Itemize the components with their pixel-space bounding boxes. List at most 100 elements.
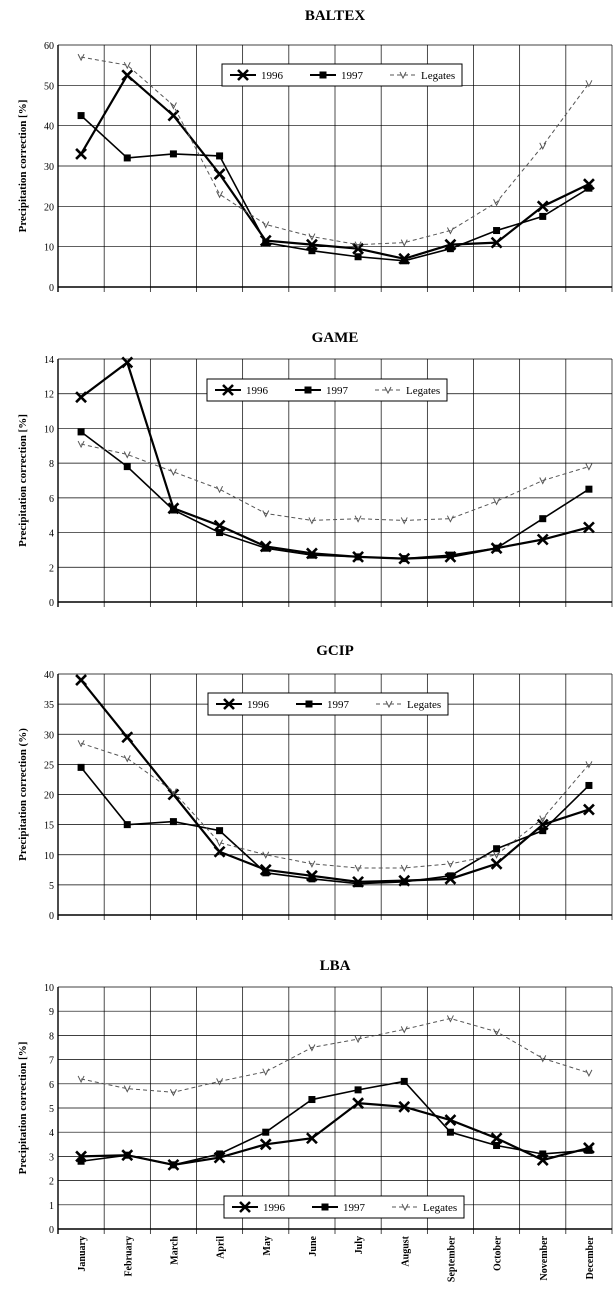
data-point	[493, 544, 501, 552]
data-point	[446, 872, 454, 880]
series-legates	[77, 1015, 593, 1097]
x-tick-label-month: June	[308, 1235, 319, 1256]
series-line	[80, 766, 590, 885]
y-tick-label: 5	[49, 881, 54, 892]
x-tick-label-month: November	[539, 1235, 550, 1280]
data-point	[398, 1100, 411, 1113]
data-point	[446, 1128, 454, 1136]
y-tick-label: 35	[44, 700, 54, 711]
data-point	[77, 112, 85, 120]
legend-marker	[399, 71, 407, 80]
y-tick-label: 20	[44, 791, 54, 802]
data-point	[77, 740, 85, 748]
legend-label: Legates	[406, 385, 440, 397]
x-tick-label-month: August	[400, 1235, 411, 1266]
data-point	[539, 1055, 547, 1063]
data-point	[75, 674, 88, 686]
data-point	[354, 241, 362, 249]
data-point	[308, 517, 316, 525]
y-tick-label: 0	[49, 598, 54, 609]
data-point	[354, 1035, 362, 1044]
data-point	[216, 152, 224, 160]
x-tick-label-month: July	[354, 1236, 365, 1254]
legend-label: 1996	[261, 70, 284, 82]
data-point	[400, 517, 408, 525]
x-tick-label-month: December	[585, 1235, 596, 1279]
y-tick-label: 3	[49, 1152, 54, 1163]
data-point	[539, 827, 547, 835]
legend-label: Legates	[407, 699, 441, 711]
data-point	[308, 1044, 316, 1052]
data-point	[123, 61, 131, 70]
chart-panel-baltex: BALTEX 0 10 20 30 40 50 60 Precipitation correct…	[17, 8, 613, 294]
data-point	[262, 851, 270, 859]
data-point	[585, 80, 593, 88]
x-axis-month-labels: January February March April May June July Augu…	[77, 1235, 596, 1282]
data-point	[123, 821, 131, 829]
chart-legend: 1996 1997 Legates	[207, 692, 449, 716]
data-point	[446, 551, 454, 559]
legend-label: Legates	[423, 1202, 457, 1214]
legend-label: 1996	[246, 385, 269, 397]
chart-panel-game: GAME 0 2 4 6 8 10 12 14 Precipitation correction …	[17, 330, 613, 609]
data-point	[490, 236, 503, 249]
y-axis-label: Precipitation correction (%)	[17, 728, 29, 861]
data-point	[493, 851, 501, 859]
series-line	[80, 679, 590, 883]
data-point	[493, 1142, 501, 1150]
series-legates	[77, 53, 593, 249]
y-tick-label: 2	[49, 1177, 54, 1188]
series-line	[80, 360, 590, 560]
data-point	[446, 1015, 454, 1023]
series-1996	[75, 674, 595, 888]
series-line	[80, 431, 590, 560]
x-tick-label-month: March	[169, 1236, 180, 1265]
data-point	[585, 761, 593, 769]
data-point	[308, 233, 316, 241]
legend-label: 1997	[343, 1202, 366, 1214]
legend-box	[223, 1195, 465, 1219]
data-point	[75, 391, 88, 404]
y-tick-label: 6	[49, 1080, 54, 1091]
series-line	[80, 114, 590, 262]
legend-marker	[222, 384, 234, 396]
chart-title: GCIP	[316, 643, 354, 659]
series-legates	[77, 440, 593, 525]
series-1997	[77, 112, 593, 265]
legend-label: 1996	[247, 699, 270, 711]
data-point	[216, 839, 224, 847]
data-point	[216, 191, 224, 199]
data-point	[262, 1128, 270, 1136]
y-tick-label: 1	[49, 1201, 54, 1212]
data-point	[446, 860, 454, 868]
data-point	[539, 815, 547, 823]
data-point	[352, 1097, 365, 1110]
series-1997	[77, 1077, 593, 1169]
legend-label: 1997	[341, 70, 364, 82]
y-tick-label: 40	[44, 670, 54, 681]
legend-label: 1997	[326, 385, 349, 397]
y-tick-label: 10	[44, 983, 54, 994]
data-point	[308, 551, 316, 559]
data-point	[123, 1151, 131, 1159]
data-point	[77, 1075, 85, 1084]
data-point	[585, 1146, 593, 1154]
y-tick-label: 8	[49, 1031, 54, 1042]
data-point	[490, 1132, 503, 1145]
chart-panel-gcip: GCIP 0 5 10 15 20 25 30 35 40 Precipitation correc…	[17, 643, 613, 922]
data-point	[585, 463, 593, 471]
legend-box	[221, 63, 463, 87]
data-point	[354, 553, 362, 561]
data-point	[305, 1132, 318, 1145]
y-tick-label: 30	[44, 162, 54, 173]
data-point	[493, 227, 501, 235]
data-point	[354, 515, 362, 523]
data-point	[169, 818, 177, 826]
x-tick-label-month: February	[123, 1236, 134, 1277]
legend-marker	[305, 700, 313, 708]
data-point	[585, 781, 593, 789]
y-tick-label: 4	[49, 1128, 54, 1139]
legend-marker	[384, 386, 392, 395]
series-line	[80, 73, 590, 260]
data-point	[400, 878, 408, 886]
